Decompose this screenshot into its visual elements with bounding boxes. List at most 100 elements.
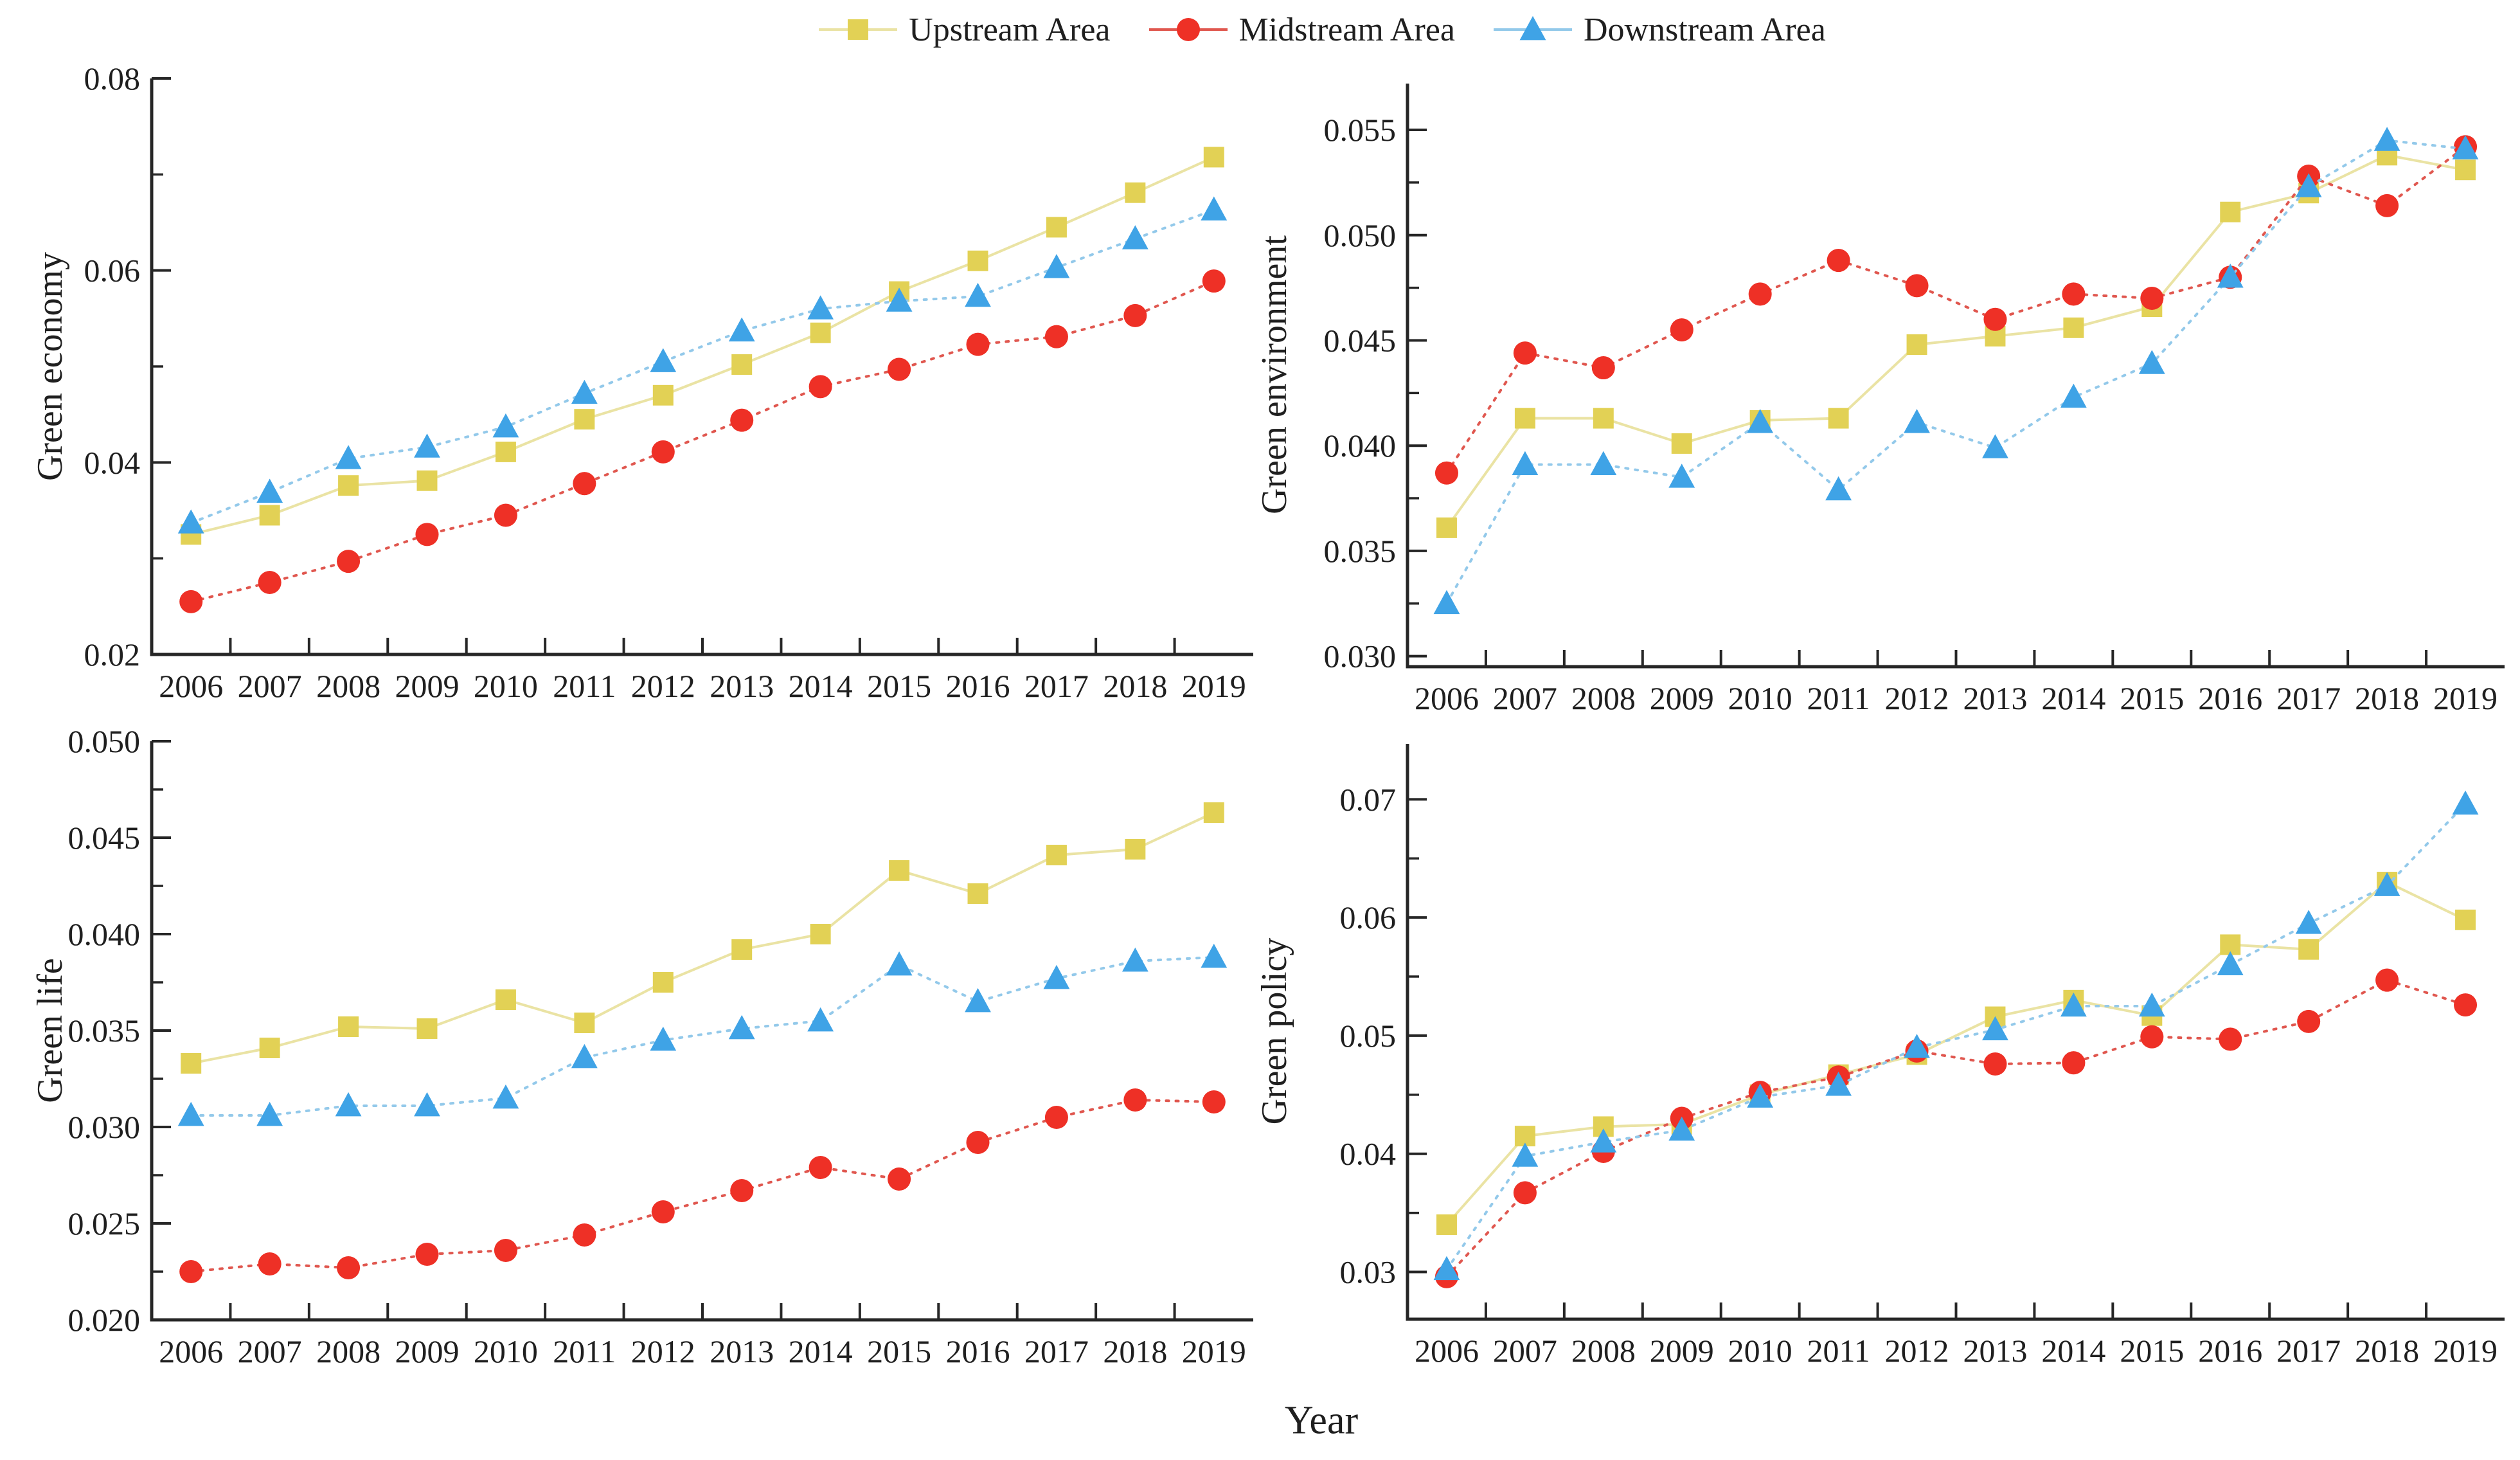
legend-label: Midstream Area (1238, 11, 1455, 48)
circle-marker (2219, 1027, 2242, 1051)
x-tick-label: 2019 (1182, 1333, 1246, 1369)
x-tick-label: 2011 (553, 668, 616, 704)
x-tick-label: 2018 (1103, 1333, 1167, 1369)
square-marker (1593, 408, 1614, 429)
legend-item-midstream: Midstream Area (1147, 11, 1455, 49)
series-line (1445, 145, 2467, 474)
triangle-marker (1982, 434, 2008, 458)
y-tick-label: 0.045 (1324, 322, 1397, 358)
square-marker (2455, 909, 2476, 930)
x-tick-label: 2009 (395, 1333, 460, 1369)
x-tick-label: 2012 (631, 668, 695, 704)
circle-marker (1044, 1105, 1068, 1130)
circle-marker (1176, 17, 1200, 42)
circle-marker (651, 440, 675, 464)
x-tick-label: 2010 (474, 1333, 538, 1369)
circle-marker (966, 332, 990, 356)
circle-marker (1670, 318, 1693, 342)
square-marker (1514, 408, 1535, 429)
y-tick-label: 0.06 (84, 253, 141, 289)
y-tick-label: 0.020 (68, 1302, 141, 1338)
triangle-marker (2217, 951, 2244, 975)
triangle-marker (177, 1101, 204, 1126)
y-tick-label: 0.030 (68, 1109, 141, 1145)
triangle-marker (335, 445, 362, 469)
circle-marker (2375, 194, 2399, 217)
upstream-square-icon (819, 19, 898, 40)
triangle-marker (2217, 264, 2244, 288)
series-line (1445, 154, 2467, 529)
x-tick-label: 2009 (395, 668, 460, 704)
square-marker (574, 1013, 595, 1033)
series-triangle (177, 196, 1228, 534)
circle-marker (2454, 993, 2478, 1017)
y-tick-label: 0.055 (1324, 112, 1397, 148)
x-tick-label: 2012 (631, 1333, 695, 1369)
x-tick-label: 2013 (710, 668, 774, 704)
triangle-marker (2060, 992, 2087, 1017)
x-tick-label: 2014 (789, 1333, 853, 1369)
y-tick-label: 0.03 (1340, 1254, 1397, 1290)
triangle-marker (1668, 464, 1695, 488)
legend-label: Upstream Area (909, 11, 1111, 48)
series-line (190, 156, 1215, 536)
triangle-marker (2452, 135, 2479, 159)
triangle-marker (1433, 1256, 1460, 1281)
x-tick-label: 2009 (1650, 680, 1714, 716)
x-tick-label: 2018 (2355, 680, 2419, 716)
series-square (1436, 872, 2476, 1235)
y-tick-label: 0.040 (1324, 428, 1397, 464)
triangle-marker (492, 413, 519, 438)
chart-green-life: 0.020 0.025 0.030 0.035 0.040 0.045 0.050 2006 2… (68, 723, 1253, 1369)
square-marker (810, 924, 831, 944)
square-marker (889, 860, 910, 881)
y-axis-title-green-economy: Green economy (30, 251, 70, 482)
triangle-marker (335, 1092, 362, 1117)
circle-marker (1202, 1090, 1226, 1114)
y-tick-label: 0.040 (68, 916, 141, 952)
x-tick-label: 2019 (1182, 668, 1246, 704)
series-line (1445, 139, 2467, 605)
y-tick-label: 0.04 (1340, 1136, 1397, 1172)
triangle-marker (414, 1092, 440, 1117)
x-tick-label: 2015 (2120, 680, 2184, 716)
triangle-marker (1590, 451, 1617, 475)
y-axis-title-green-life: Green life (30, 958, 70, 1103)
circle-marker (1983, 307, 2007, 331)
x-tick-label: 2014 (2041, 1333, 2105, 1369)
triangle-marker (1201, 196, 1228, 221)
y-tick-label: 0.025 (68, 1205, 141, 1241)
triangle-marker (1747, 1083, 1774, 1108)
x-tick-label: 2019 (2433, 680, 2498, 716)
x-tick-label: 2014 (2041, 680, 2105, 716)
x-tick-label: 2016 (946, 668, 1010, 704)
legend-item-upstream: Upstream Area (816, 11, 1111, 49)
x-tick-label: 2010 (1728, 680, 1792, 716)
x-tick-label: 2013 (710, 1333, 774, 1369)
square-marker (181, 1053, 202, 1074)
circle-marker (1202, 269, 1226, 293)
square-marker (495, 441, 516, 462)
y-tick-label: 0.05 (1340, 1018, 1397, 1054)
x-tick-label: 2016 (2198, 1333, 2262, 1369)
series-line (190, 811, 1215, 1065)
triangle-marker (728, 1014, 755, 1040)
series-line (190, 280, 1215, 603)
circle-marker (2375, 968, 2399, 992)
triangle-marker (2295, 910, 2322, 934)
x-tick-label: 2018 (2355, 1333, 2419, 1369)
series-circle (179, 269, 1226, 613)
triangle-marker (492, 1084, 519, 1109)
x-tick-label: 2015 (2120, 1333, 2184, 1369)
x-tick-label: 2017 (1024, 668, 1089, 704)
square-marker (338, 475, 359, 496)
x-tick-label: 2012 (1885, 1333, 1949, 1369)
series-line (1445, 880, 2467, 1226)
square-marker (731, 939, 753, 960)
triangle-marker (1519, 15, 1546, 41)
circle-marker (415, 523, 439, 546)
x-tick-label: 2010 (474, 668, 538, 704)
square-marker (2063, 317, 2084, 338)
legend: Upstream Area Midstream Area Downstream … (61, 4, 2520, 55)
